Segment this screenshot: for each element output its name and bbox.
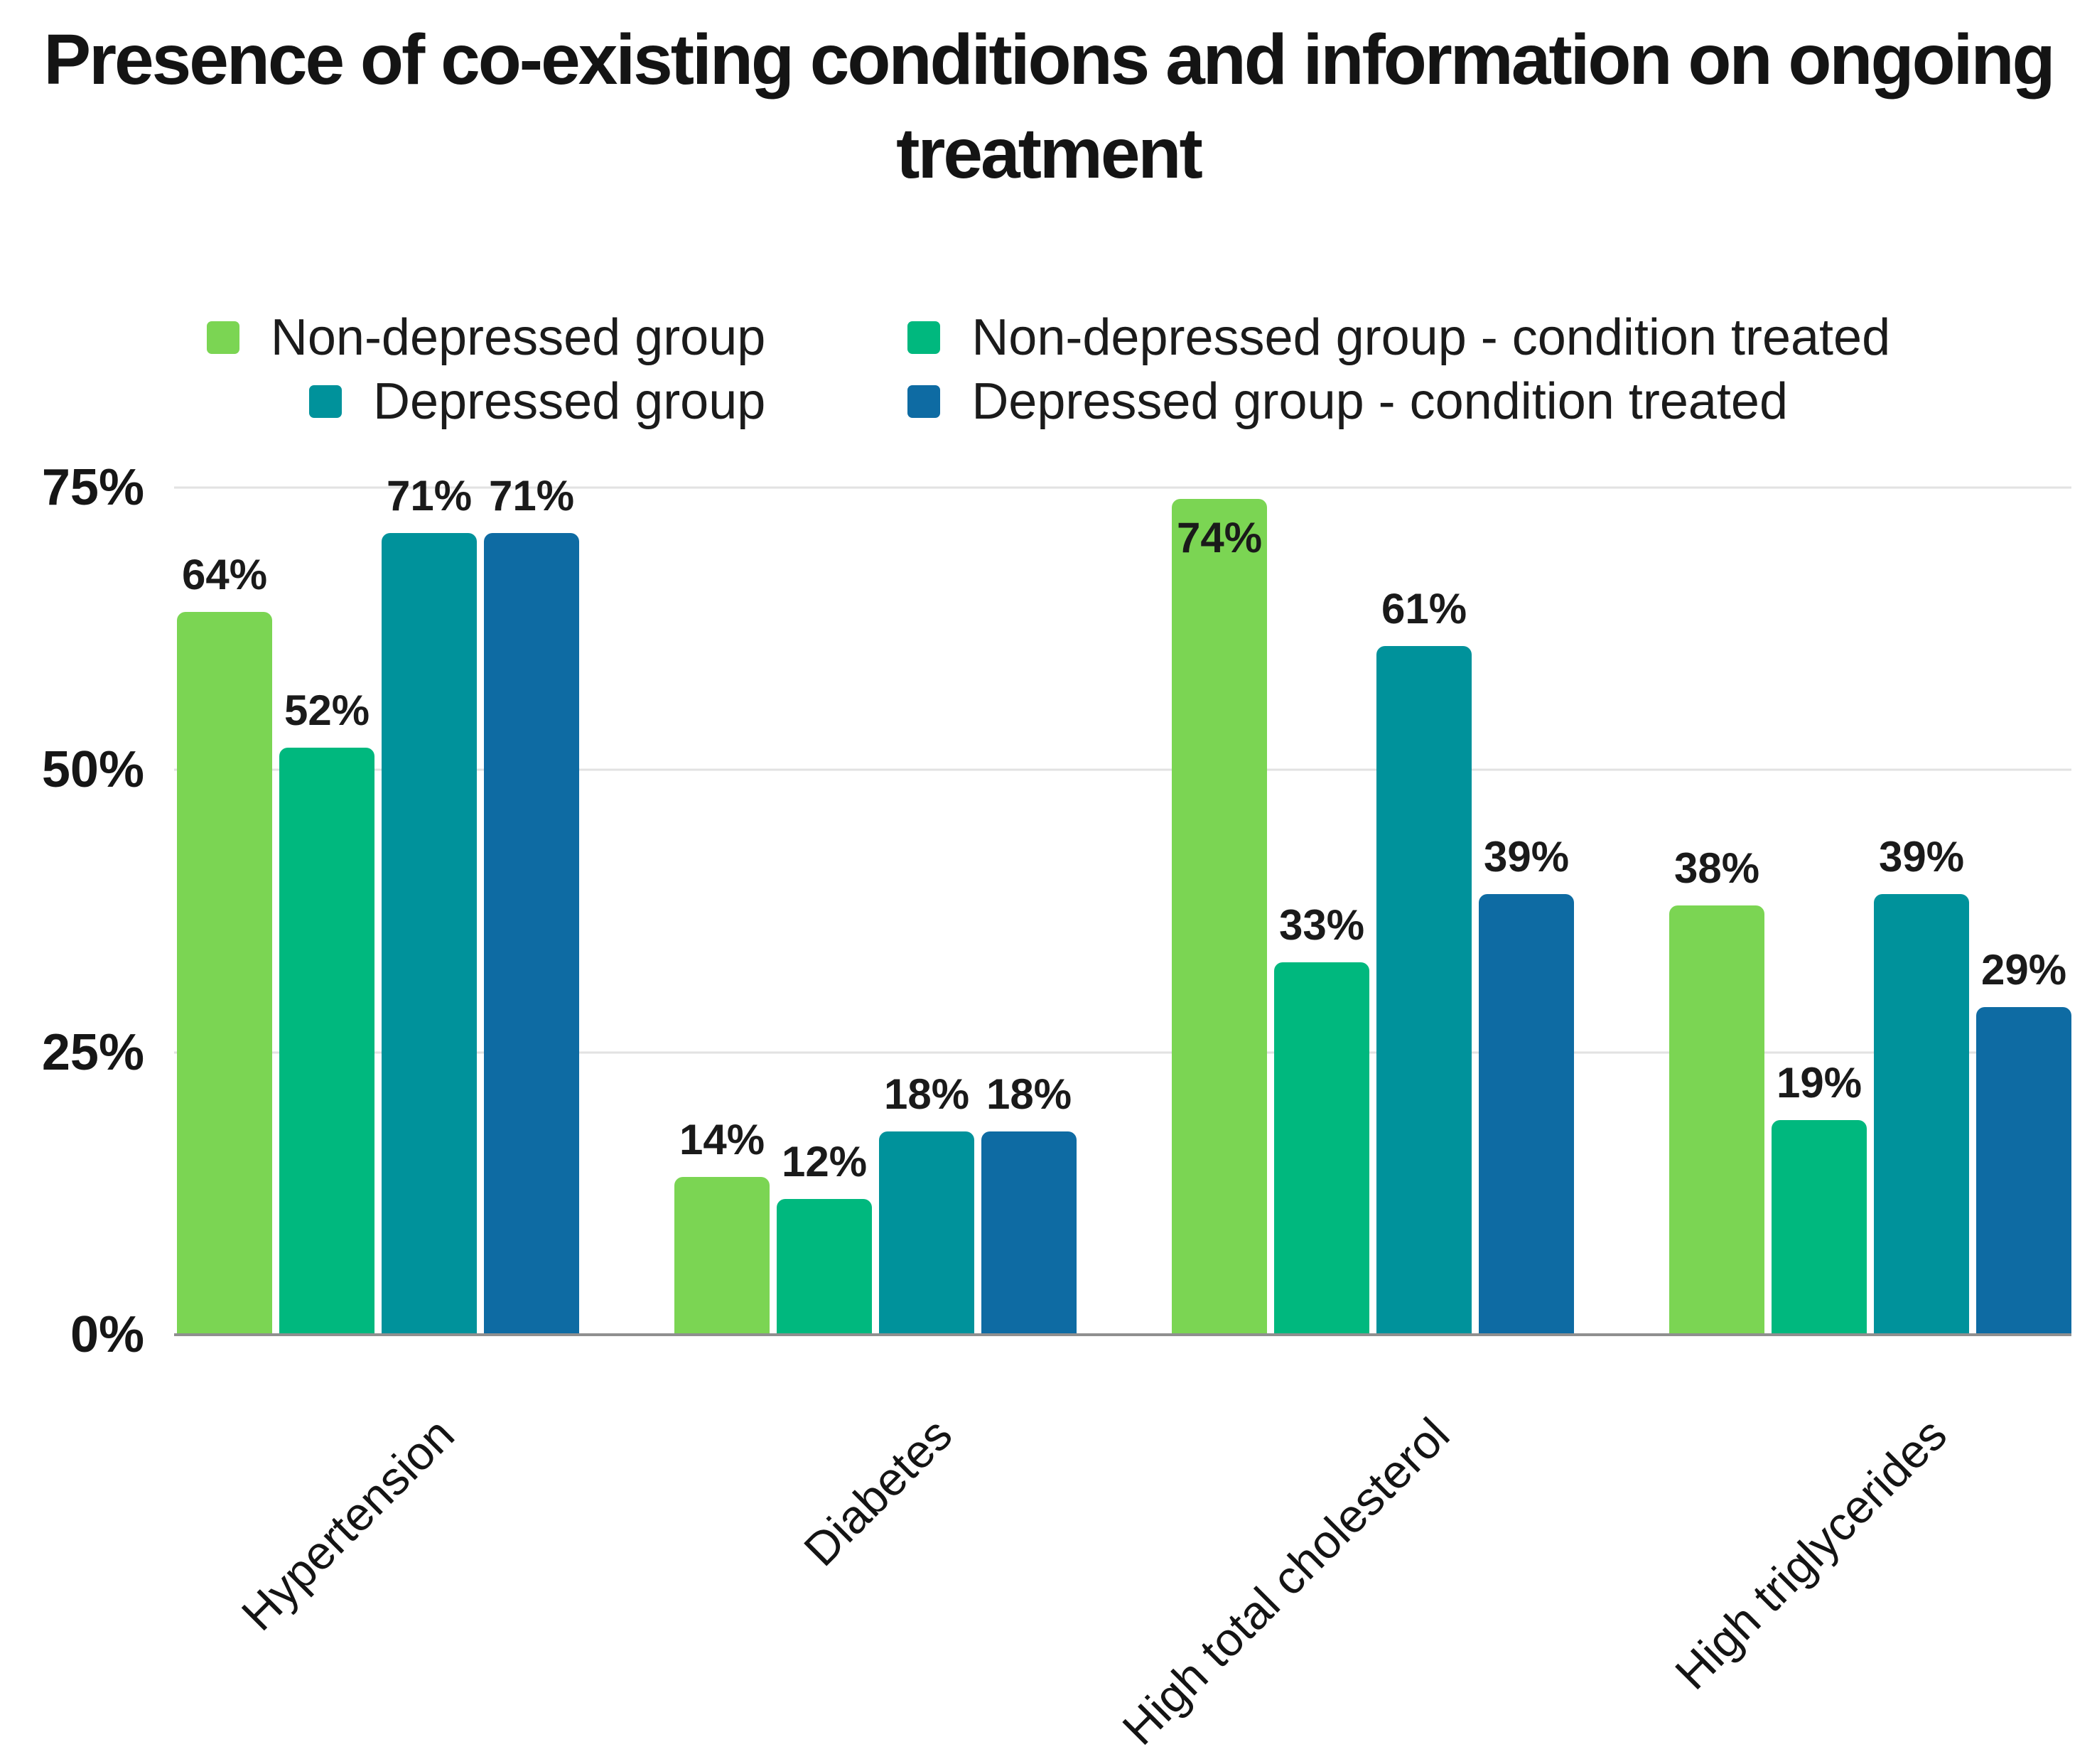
gridline-75pct: [174, 486, 2071, 489]
bar-group-high-triglycerides: 38% 19% 39% 29%: [1669, 488, 2071, 1335]
bar-value-label: 14%: [679, 1115, 765, 1163]
bar-high-total-cholesterol-non-depressed-group-condition-treated: 33%: [1274, 901, 1369, 1335]
x-axis-label-text: Hypertension: [231, 1407, 465, 1641]
gridline-25pct: [174, 1051, 2071, 1054]
legend-swatch-icon: [308, 385, 342, 418]
gridline-50pct: [174, 768, 2071, 771]
bar-value-label: 18%: [986, 1070, 1072, 1118]
legend-swatch-icon: [907, 385, 941, 418]
chart-title-line-1: Presence of co-existing conditions and i…: [43, 20, 2055, 100]
bar-value-label: 19%: [1776, 1059, 1862, 1107]
bar-diabetes-depressed-group: 18%: [879, 1070, 974, 1335]
x-axis-line: [174, 1333, 2071, 1336]
bar-high-total-cholesterol-depressed-group-condition-treated: 39%: [1479, 833, 1574, 1335]
chart-title-line-2: treatment: [896, 114, 1203, 193]
bar-high-total-cholesterol-non-depressed-group: 74%: [1172, 498, 1267, 1335]
bar-value-label: 12%: [781, 1138, 868, 1186]
legend-label: Depressed group - condition treated: [971, 373, 1789, 430]
legend: Non-depressed group Non-depressed group -…: [0, 311, 2097, 429]
legend-item-non-depressed-group: Non-depressed group: [206, 309, 766, 366]
plot-area: 64% 52% 71% 71% 14% 12% 18% 18% 74% 33% 61% 39% 38% 1…: [174, 472, 2071, 1335]
bar-value-label: 39%: [1483, 833, 1570, 881]
bar-value-label: 74%: [1176, 513, 1263, 561]
bar-hypertension-non-depressed-group-condition-treated: 52%: [279, 687, 374, 1335]
bar-high-triglycerides-depressed-group-condition-treated: 29%: [1976, 946, 2071, 1335]
bar-diabetes-depressed-group-condition-treated: 18%: [981, 1070, 1077, 1335]
bar-high-total-cholesterol-depressed-group: 61%: [1376, 585, 1472, 1335]
bar-value-label: 33%: [1278, 900, 1365, 949]
legend-swatch-icon: [907, 321, 941, 354]
bar-group-diabetes: 14% 12% 18% 18%: [674, 488, 1077, 1335]
bar-value-label: 52%: [284, 686, 370, 734]
bar-high-triglycerides-non-depressed-group-condition-treated: 19%: [1772, 1059, 1867, 1335]
y-tick-label-25pct: 25%: [41, 1023, 144, 1081]
legend-label: Non-depressed group - condition treated: [971, 309, 1891, 366]
chart-title: Presence of co-existing conditions and i…: [0, 13, 2097, 200]
bar-value-label: 71%: [386, 471, 473, 520]
bar-group-high-total-cholesterol: 74% 33% 61% 39%: [1172, 488, 1574, 1335]
x-axis-label-text: Diabetes: [793, 1407, 962, 1576]
y-tick-label-75pct: 75%: [41, 459, 144, 516]
chart-canvas: 0% 25% 50% 75% 64% 52% 71% 71% 14% 12% 18% 18% 74% 3…: [42, 459, 2071, 1363]
bar-hypertension-depressed-group: 71%: [382, 472, 477, 1335]
y-tick-label-50pct: 50%: [41, 741, 144, 799]
bar-high-triglycerides-non-depressed-group: 38%: [1669, 844, 1764, 1335]
y-tick-label-0pct: 0%: [70, 1306, 144, 1363]
bar-hypertension-depressed-group-condition-treated: 71%: [484, 472, 579, 1335]
legend-item-non-depressed-group-condition-treated: Non-depressed group - condition treated: [907, 311, 1890, 365]
x-axis-label-text: High triglycerides: [1664, 1407, 1957, 1699]
bar-group-hypertension: 64% 52% 71% 71%: [177, 472, 579, 1335]
legend-item-depressed-group: Depressed group: [308, 373, 766, 430]
bar-value-label: 61%: [1381, 584, 1467, 633]
bar-value-label: 29%: [1980, 946, 2067, 994]
legend-label: Depressed group: [372, 373, 766, 430]
bar-value-label: 39%: [1878, 833, 1965, 881]
bar-value-label: 64%: [181, 550, 268, 598]
bar-value-label: 38%: [1673, 844, 1760, 893]
legend-label: Non-depressed group: [270, 309, 766, 366]
legend-item-depressed-group-condition-treated: Depressed group - condition treated: [907, 375, 1890, 429]
bar-hypertension-non-depressed-group: 64%: [177, 551, 272, 1335]
bar-high-triglycerides-depressed-group: 39%: [1874, 833, 1969, 1335]
bar-diabetes-non-depressed-group-condition-treated: 12%: [777, 1138, 872, 1335]
bar-diabetes-non-depressed-group: 14%: [674, 1116, 770, 1335]
legend-swatch-icon: [206, 321, 239, 354]
bar-value-label: 18%: [883, 1070, 970, 1118]
bar-value-label: 71%: [488, 471, 575, 520]
x-axis-labels: Hypertension Diabetes High total cholester…: [174, 1335, 2097, 1761]
x-axis-label-text: High total cholesterol: [1111, 1407, 1460, 1755]
